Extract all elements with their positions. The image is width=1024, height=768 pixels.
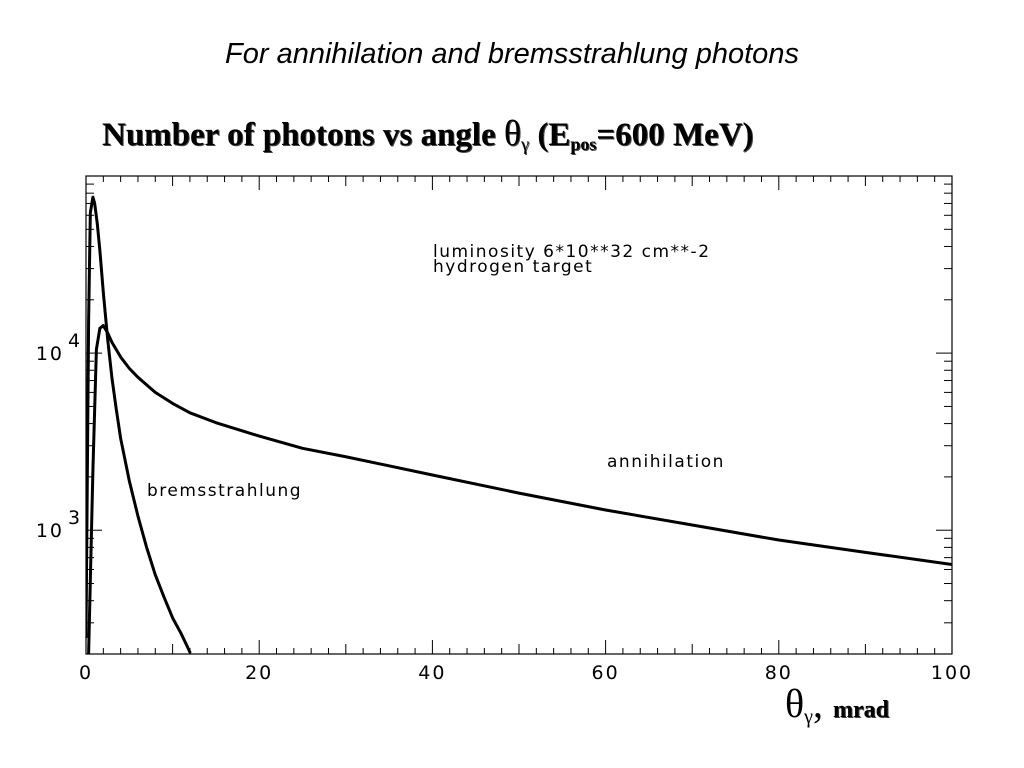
x-axis-theta: θ: [785, 681, 805, 726]
chart-title: Number of photons vs angle θγ (Epos=600 …: [102, 112, 754, 155]
y-tick-label: 10: [36, 520, 64, 542]
x-tick-label: 100: [931, 662, 973, 684]
slide-heading: For annihilation and bremsstrahlung phot…: [225, 38, 799, 70]
annotation-annihilation: annihilation: [607, 452, 725, 472]
y-tick-label: 10: [36, 343, 64, 365]
series-annihilation: [87, 324, 952, 654]
x-axis-sep: ,: [813, 681, 834, 726]
annotation-target: hydrogen target: [433, 257, 593, 277]
x-axis-title: θγ, mrad: [785, 680, 889, 729]
chart-title-gamma: γ: [521, 134, 530, 154]
annotation-bremsstrahlung: bremsstrahlung: [147, 481, 302, 501]
y-tick-label-exponent: 3: [68, 507, 82, 529]
chart-title-paren-open: (E: [529, 117, 571, 153]
series-bremsstrahlung: [86, 195, 192, 654]
chart-title-pos-sub: pos: [570, 134, 597, 154]
series-layer: [86, 195, 952, 654]
annotation-luminosity: luminosity 6*10**32 cm**-2: [433, 242, 711, 262]
chart-title-theta: θ: [503, 113, 522, 153]
x-axis-gamma: γ: [804, 706, 814, 728]
x-tick-label: 60: [592, 662, 620, 684]
chart-title-energy: =600 MeV: [596, 117, 743, 153]
chart-title-main: Number of photons vs angle: [102, 117, 504, 153]
x-tick-label: 40: [418, 662, 446, 684]
x-tick-label: 80: [765, 662, 793, 684]
y-tick-label-exponent: 4: [68, 330, 82, 352]
chart-title-paren-close: ): [742, 117, 754, 153]
x-axis-unit: mrad: [833, 697, 890, 723]
x-tick-label: 20: [245, 662, 273, 684]
x-tick-label: 0: [79, 662, 93, 684]
